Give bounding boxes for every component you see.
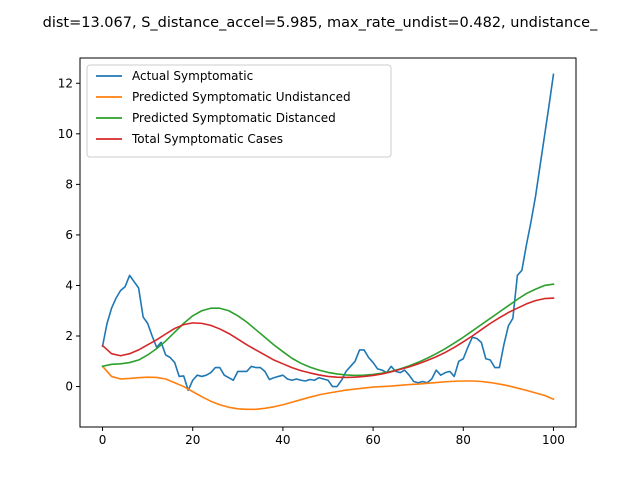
y-tick-label: 0: [65, 380, 73, 394]
plot-lines: [101, 73, 555, 411]
chart-title: dist=13.067, S_distance_accel=5.985, max…: [43, 15, 598, 31]
legend-box: [86, 64, 392, 158]
legend: Actual Symptomatic Predicted Symptomatic …: [86, 64, 392, 158]
y-tick-label: 12: [58, 76, 73, 90]
series-line-3: [101, 283, 555, 377]
legend-label-2: Predicted Symptomatic Undistanced: [132, 90, 351, 104]
y-tick-label: 4: [65, 278, 73, 292]
x-tick-label: 0: [99, 433, 107, 447]
x-tick-label: 100: [542, 433, 565, 447]
series-line-1: [101, 73, 555, 392]
series-line-2: [101, 365, 555, 411]
y-tick-label: 10: [58, 127, 73, 141]
series-line-4: [101, 297, 555, 379]
plot-frame: [79, 57, 577, 428]
legend-label-4: Total Symptomatic Cases: [131, 132, 283, 146]
x-tick-label: 60: [365, 433, 380, 447]
x-axis: 0 20 40 60 80 100: [99, 427, 565, 447]
x-tick-label: 20: [185, 433, 200, 447]
x-tick-label: 80: [456, 433, 471, 447]
y-axis: 0 2 4 6 8 10 12: [58, 76, 80, 394]
y-tick-label: 6: [65, 228, 73, 242]
y-tick-label: 2: [65, 329, 73, 343]
legend-label-1: Actual Symptomatic: [132, 69, 253, 83]
y-tick-label: 8: [65, 177, 73, 191]
x-tick-label: 40: [275, 433, 290, 447]
legend-label-3: Predicted Symptomatic Distanced: [132, 111, 336, 125]
